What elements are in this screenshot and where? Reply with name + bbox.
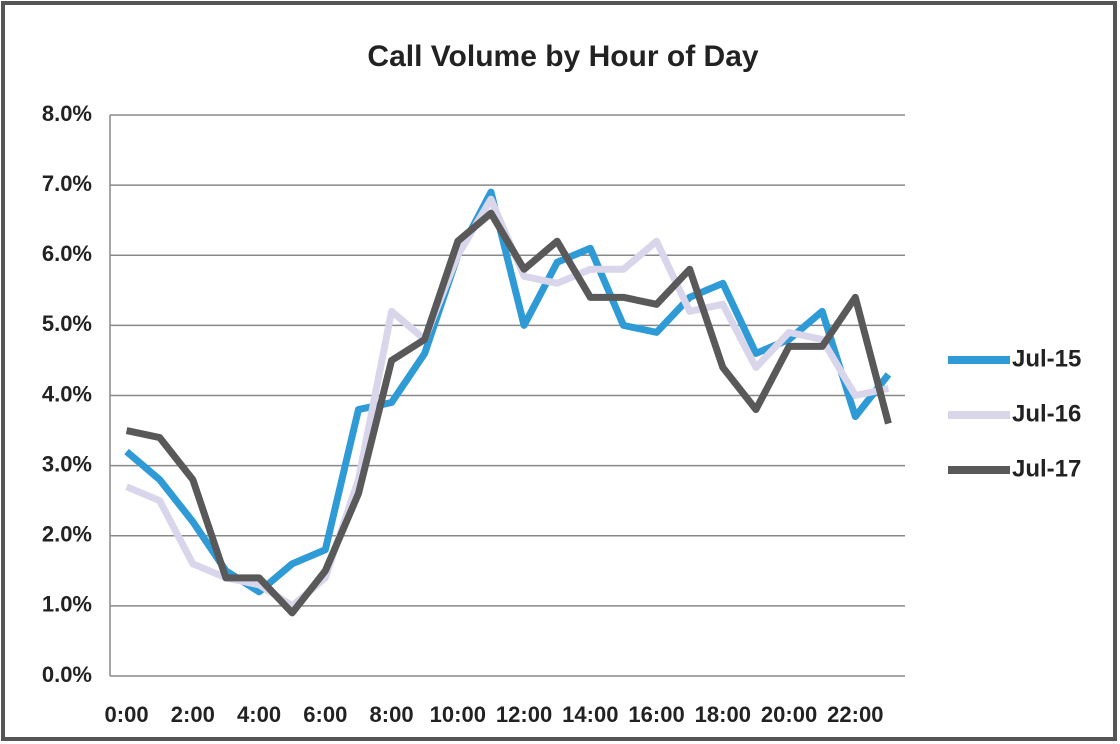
x-tick-label: 4:00: [237, 702, 281, 727]
y-tick-label: 3.0%: [42, 451, 92, 476]
x-tick-label: 20:00: [761, 702, 817, 727]
y-tick-label: 2.0%: [42, 522, 92, 547]
x-tick-label: 8:00: [370, 702, 414, 727]
x-tick-label: 22:00: [827, 702, 883, 727]
y-tick-label: 8.0%: [42, 101, 92, 126]
legend-label: Jul-15: [1012, 345, 1081, 372]
x-tick-label: 10:00: [430, 702, 486, 727]
legend-label: Jul-16: [1012, 400, 1081, 427]
series-line: [125, 209, 892, 617]
y-tick-label: 4.0%: [42, 381, 92, 406]
chart-title: Call Volume by Hour of Day: [367, 40, 758, 73]
y-tick-label: 1.0%: [42, 592, 92, 617]
y-tick-label: 5.0%: [42, 311, 92, 336]
y-tick-label: 0.0%: [42, 662, 92, 687]
x-tick-label: 6:00: [303, 702, 347, 727]
x-tick-label: 14:00: [562, 702, 618, 727]
x-tick-label: 16:00: [628, 702, 684, 727]
legend-label: Jul-17: [1012, 455, 1081, 482]
y-tick-label: 6.0%: [42, 241, 92, 266]
series-line: [124, 188, 892, 596]
x-tick-label: 12:00: [496, 702, 552, 727]
x-tick-label: 0:00: [105, 702, 149, 727]
x-tick-label: 2:00: [171, 702, 215, 727]
y-tick-label: 7.0%: [42, 171, 92, 196]
x-tick-label: 18:00: [695, 702, 751, 727]
